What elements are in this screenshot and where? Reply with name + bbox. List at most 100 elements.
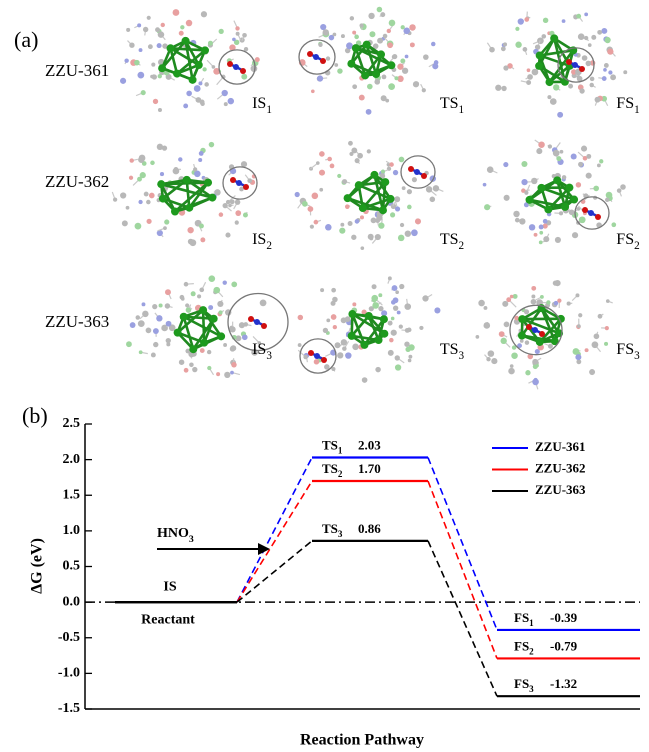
atom (391, 317, 395, 321)
atom (352, 31, 356, 35)
cluster-atom (185, 204, 193, 212)
atom (599, 159, 603, 163)
atom (194, 171, 201, 178)
atom (377, 7, 383, 13)
cluster-atom (195, 61, 203, 69)
atom (608, 70, 612, 74)
atom (604, 63, 609, 68)
atom (586, 173, 592, 179)
atom (434, 307, 440, 313)
value-label: -0.39 (550, 610, 578, 625)
atom (414, 81, 419, 86)
atom (597, 164, 601, 168)
state-label: IS1 (252, 95, 272, 116)
cluster-atom (536, 338, 544, 346)
atom (508, 368, 514, 374)
state-index: 1 (529, 618, 534, 628)
atom (375, 234, 381, 240)
atom (388, 350, 394, 356)
atom (378, 293, 382, 297)
molecule-atom (261, 323, 267, 329)
atom (531, 299, 537, 305)
cluster-atom (189, 345, 197, 353)
atom (531, 178, 537, 184)
atom (519, 218, 525, 224)
atom (582, 55, 588, 61)
atom (348, 141, 353, 146)
atom (484, 204, 490, 210)
atom (399, 157, 405, 163)
atom (378, 306, 383, 311)
atom (371, 295, 378, 302)
atom (120, 192, 126, 198)
atom (503, 162, 508, 167)
cluster-atom (183, 176, 191, 184)
atom (393, 305, 398, 310)
atom (302, 201, 308, 207)
atom (208, 41, 213, 46)
atom (540, 295, 544, 299)
state-index: 2 (529, 647, 534, 657)
state-index: 2 (338, 469, 343, 479)
atom (527, 68, 531, 72)
atom (158, 31, 165, 38)
atom (129, 43, 134, 48)
molecule-atom (566, 59, 572, 65)
connector (428, 457, 497, 629)
atom (515, 218, 520, 223)
atom (130, 158, 134, 162)
molecule-atom (321, 357, 327, 363)
state-name: TS (440, 95, 459, 112)
y-tick-label: 2.0 (63, 452, 81, 467)
atom (521, 179, 527, 185)
atom (578, 162, 583, 167)
atom (368, 234, 374, 240)
atom (319, 170, 325, 176)
atom (381, 170, 385, 174)
atom (405, 55, 409, 59)
atom (504, 195, 510, 201)
atom (543, 18, 548, 23)
molecule-atom (408, 166, 414, 172)
atom (223, 280, 227, 284)
atom (617, 188, 622, 193)
atom (231, 362, 236, 367)
atom (308, 206, 314, 212)
state-index: 1 (338, 446, 343, 456)
atom (232, 38, 236, 42)
atom (501, 86, 506, 91)
atom (138, 320, 145, 327)
atom (330, 164, 335, 169)
atom (216, 372, 220, 376)
cluster-atom (535, 62, 543, 70)
atom (515, 42, 521, 48)
atom (201, 11, 207, 17)
cluster-atom (355, 181, 363, 189)
atom (623, 70, 627, 74)
value-label: 0.86 (358, 521, 381, 536)
state-name: FS (616, 95, 634, 112)
atom (610, 74, 616, 80)
atom (362, 377, 368, 383)
y-axis-label: ΔG (eV) (29, 538, 46, 594)
atom (374, 79, 380, 85)
cluster-atom (199, 306, 207, 314)
annotation-index: 3 (189, 534, 194, 545)
state-index: 3 (266, 350, 272, 362)
cluster-atom (570, 196, 578, 204)
atom (557, 112, 563, 118)
atom (546, 300, 550, 304)
atom (604, 342, 608, 346)
atom (525, 370, 530, 375)
atom (495, 85, 501, 91)
atom (213, 287, 220, 294)
atom (339, 228, 345, 234)
state-index: 1 (459, 104, 465, 116)
atom (153, 342, 158, 347)
atom (192, 367, 197, 372)
atom (412, 177, 417, 182)
atom (198, 158, 202, 162)
cluster-atom (545, 78, 553, 86)
atom (577, 324, 581, 328)
y-tick-label: -0.5 (58, 630, 80, 645)
